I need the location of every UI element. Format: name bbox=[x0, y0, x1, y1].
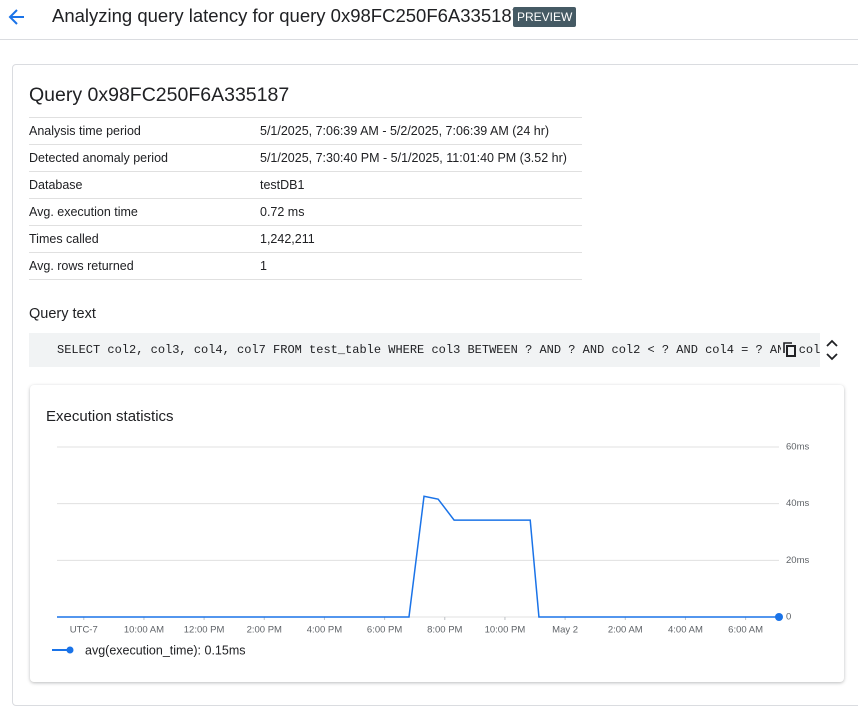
legend-swatch bbox=[66, 646, 74, 654]
end-point bbox=[775, 613, 783, 621]
x-tick-label: 2:00 PM bbox=[247, 625, 282, 636]
x-tick-label: 12:00 PM bbox=[184, 625, 225, 636]
divider bbox=[0, 39, 858, 40]
x-tick-label: 10:00 AM bbox=[124, 625, 164, 636]
x-tick-label: 6:00 PM bbox=[367, 625, 402, 636]
query-text: SELECT col2, col3, col4, col7 FROM test_… bbox=[57, 343, 820, 357]
x-tick-label: 10:00 PM bbox=[485, 625, 526, 636]
detail-label: Avg. execution time bbox=[29, 205, 138, 219]
back-button[interactable] bbox=[6, 6, 28, 28]
page-title: Analyzing query latency for query 0x98FC… bbox=[52, 5, 522, 26]
query-title: Query 0x98FC250F6A335187 bbox=[29, 84, 290, 106]
x-tick-label: 4:00 PM bbox=[307, 625, 342, 636]
detail-value: 1,242,211 bbox=[260, 232, 315, 246]
x-tick-label: May 2 bbox=[552, 625, 578, 636]
detail-row: Analysis time period 5/1/2025, 7:06:39 AM… bbox=[29, 118, 582, 145]
detail-row: Avg. rows returned 1 bbox=[29, 253, 582, 280]
detail-value: 5/1/2025, 7:30:40 PM - 5/1/2025, 11:01:4… bbox=[260, 151, 567, 165]
detail-label: Database bbox=[29, 178, 83, 192]
detail-label: Avg. rows returned bbox=[29, 259, 134, 273]
y-tick-label: 20ms bbox=[786, 555, 809, 566]
preview-badge: PREVIEW bbox=[513, 7, 577, 27]
y-tick-label: 0 bbox=[786, 612, 791, 623]
x-tick-label: 2:00 AM bbox=[608, 625, 643, 636]
x-tick-label: 4:00 AM bbox=[668, 625, 703, 636]
detail-row: Database testDB1 bbox=[29, 172, 582, 199]
detail-row: Detected anomaly period 5/1/2025, 7:30:40… bbox=[29, 145, 582, 172]
detail-row: Avg. execution time 0.72 ms bbox=[29, 199, 582, 226]
x-tick-label: 6:00 AM bbox=[728, 625, 763, 636]
detail-row: Times called 1,242,211 bbox=[29, 226, 582, 253]
legend-label: avg(execution_time): 0.15ms bbox=[85, 643, 246, 657]
detail-value: 1 bbox=[260, 259, 267, 273]
detail-value: testDB1 bbox=[260, 178, 305, 192]
detail-value: 5/1/2025, 7:06:39 AM - 5/2/2025, 7:06:39… bbox=[260, 124, 550, 138]
y-tick-label: 60ms bbox=[786, 442, 809, 453]
details-table: Analysis time period 5/1/2025, 7:06:39 AM… bbox=[29, 117, 582, 280]
x-tick-label: UTC-7 bbox=[70, 625, 98, 636]
chart-card bbox=[30, 385, 844, 682]
detail-value: 0.72 ms bbox=[260, 205, 305, 219]
detail-label: Analysis time period bbox=[29, 124, 141, 138]
copy-button[interactable] bbox=[781, 341, 799, 359]
x-tick-label: 8:00 PM bbox=[427, 625, 462, 636]
chart: Execution statistics 0 20ms 40ms 60ms UTC-7 1… bbox=[46, 408, 809, 657]
detail-label: Times called bbox=[29, 232, 99, 246]
data-line bbox=[57, 495, 779, 618]
expand-button[interactable] bbox=[824, 339, 840, 361]
chart-title: Execution statistics bbox=[46, 408, 174, 425]
query-text-heading: Query text bbox=[29, 306, 96, 322]
y-tick-label: 40ms bbox=[786, 498, 809, 509]
detail-label: Detected anomaly period bbox=[29, 151, 168, 165]
query-text-box: SELECT col2, col3, col4, col7 FROM test_… bbox=[29, 333, 820, 367]
